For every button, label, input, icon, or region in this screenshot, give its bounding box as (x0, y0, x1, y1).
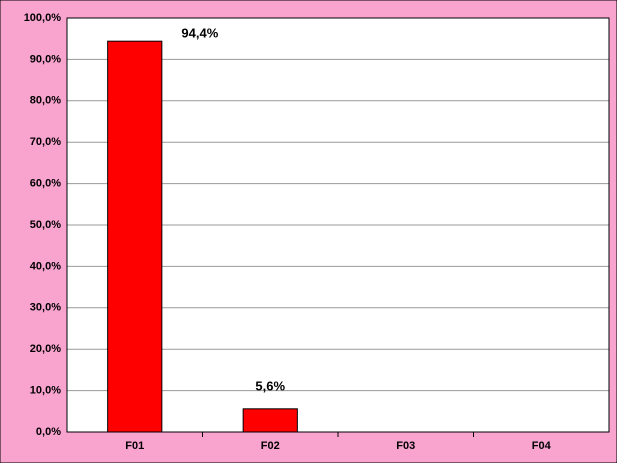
y-tick-label: 30,0% (30, 302, 61, 314)
data-label: 5,6% (255, 378, 285, 393)
y-tick-label: 50,0% (30, 219, 61, 231)
bar (107, 40, 163, 433)
x-tick-label: F01 (125, 440, 144, 452)
y-tick-label: 100,0% (24, 12, 62, 24)
x-tick-label: F03 (396, 440, 415, 452)
y-tick-label: 0,0% (36, 426, 61, 438)
y-tick-label: 10,0% (30, 385, 61, 397)
y-tick-label: 80,0% (30, 95, 61, 107)
data-label: 94,4% (181, 26, 218, 41)
x-tick-label: F02 (261, 440, 280, 452)
x-tick-label: F04 (532, 440, 552, 452)
y-tick-label: 20,0% (30, 343, 61, 355)
y-tick-label: 70,0% (30, 136, 61, 148)
y-tick-label: 90,0% (30, 53, 61, 65)
y-tick-label: 60,0% (30, 178, 61, 190)
y-tick-label: 40,0% (30, 260, 61, 272)
bar (242, 408, 298, 433)
